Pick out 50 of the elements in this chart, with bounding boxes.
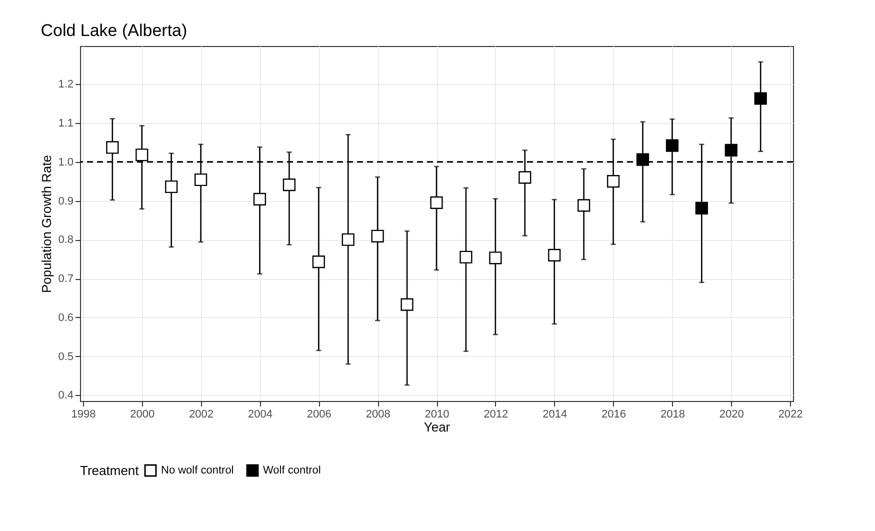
x-tick-label: 2014 xyxy=(542,408,568,420)
point xyxy=(371,230,384,242)
y-tick-label: 0.9 xyxy=(58,195,74,208)
point xyxy=(106,141,119,154)
x-tick-label: 2010 xyxy=(424,408,450,420)
x-tick-label: 2004 xyxy=(248,408,272,420)
point xyxy=(606,175,620,188)
point xyxy=(165,180,178,194)
point xyxy=(578,199,590,212)
legend-label: Wolf control xyxy=(263,464,321,477)
y-tick-label: 1.1 xyxy=(58,117,74,130)
point xyxy=(253,192,266,206)
y-tick-label: 0.5 xyxy=(58,350,74,363)
x-tick-label: 2022 xyxy=(778,408,803,420)
y-tick-label: 0.6 xyxy=(58,312,74,324)
legend-label: No wolf control xyxy=(161,464,234,477)
y-tick-label: 0.7 xyxy=(58,273,74,286)
point xyxy=(489,252,502,264)
point xyxy=(400,298,414,311)
legend-title: Treatment xyxy=(80,463,140,478)
x-axis-title: Year xyxy=(424,420,451,434)
x-tick-label: 2020 xyxy=(719,408,744,420)
x-tick-label: 1998 xyxy=(71,408,96,420)
y-tick-label: 0.8 xyxy=(58,234,74,246)
point xyxy=(282,178,296,192)
point xyxy=(342,233,354,246)
x-tick-label: 2008 xyxy=(366,408,390,420)
point xyxy=(666,139,679,152)
point xyxy=(548,248,561,262)
point xyxy=(695,202,708,214)
x-tick-label: 2016 xyxy=(602,408,626,420)
y-tick-label: 0.4 xyxy=(58,390,74,402)
x-tick-label: 2018 xyxy=(660,408,685,420)
x-tick-label: 2012 xyxy=(484,408,508,420)
point xyxy=(724,144,738,157)
y-axis-title: Population Growth Rate xyxy=(39,154,54,294)
point xyxy=(136,148,148,162)
point xyxy=(754,92,767,105)
point xyxy=(636,153,650,166)
x-tick-label: 2000 xyxy=(130,408,155,420)
x-tick-label: 2002 xyxy=(189,408,214,420)
point xyxy=(518,171,532,184)
point xyxy=(460,250,472,264)
chart-title: Cold Lake (Alberta) xyxy=(40,21,188,40)
y-tick-label: 1.0 xyxy=(58,156,74,168)
y-tick-label: 1.2 xyxy=(58,78,74,91)
point xyxy=(194,173,208,186)
point xyxy=(312,256,325,268)
point xyxy=(430,196,443,209)
x-tick-label: 2006 xyxy=(306,408,332,420)
